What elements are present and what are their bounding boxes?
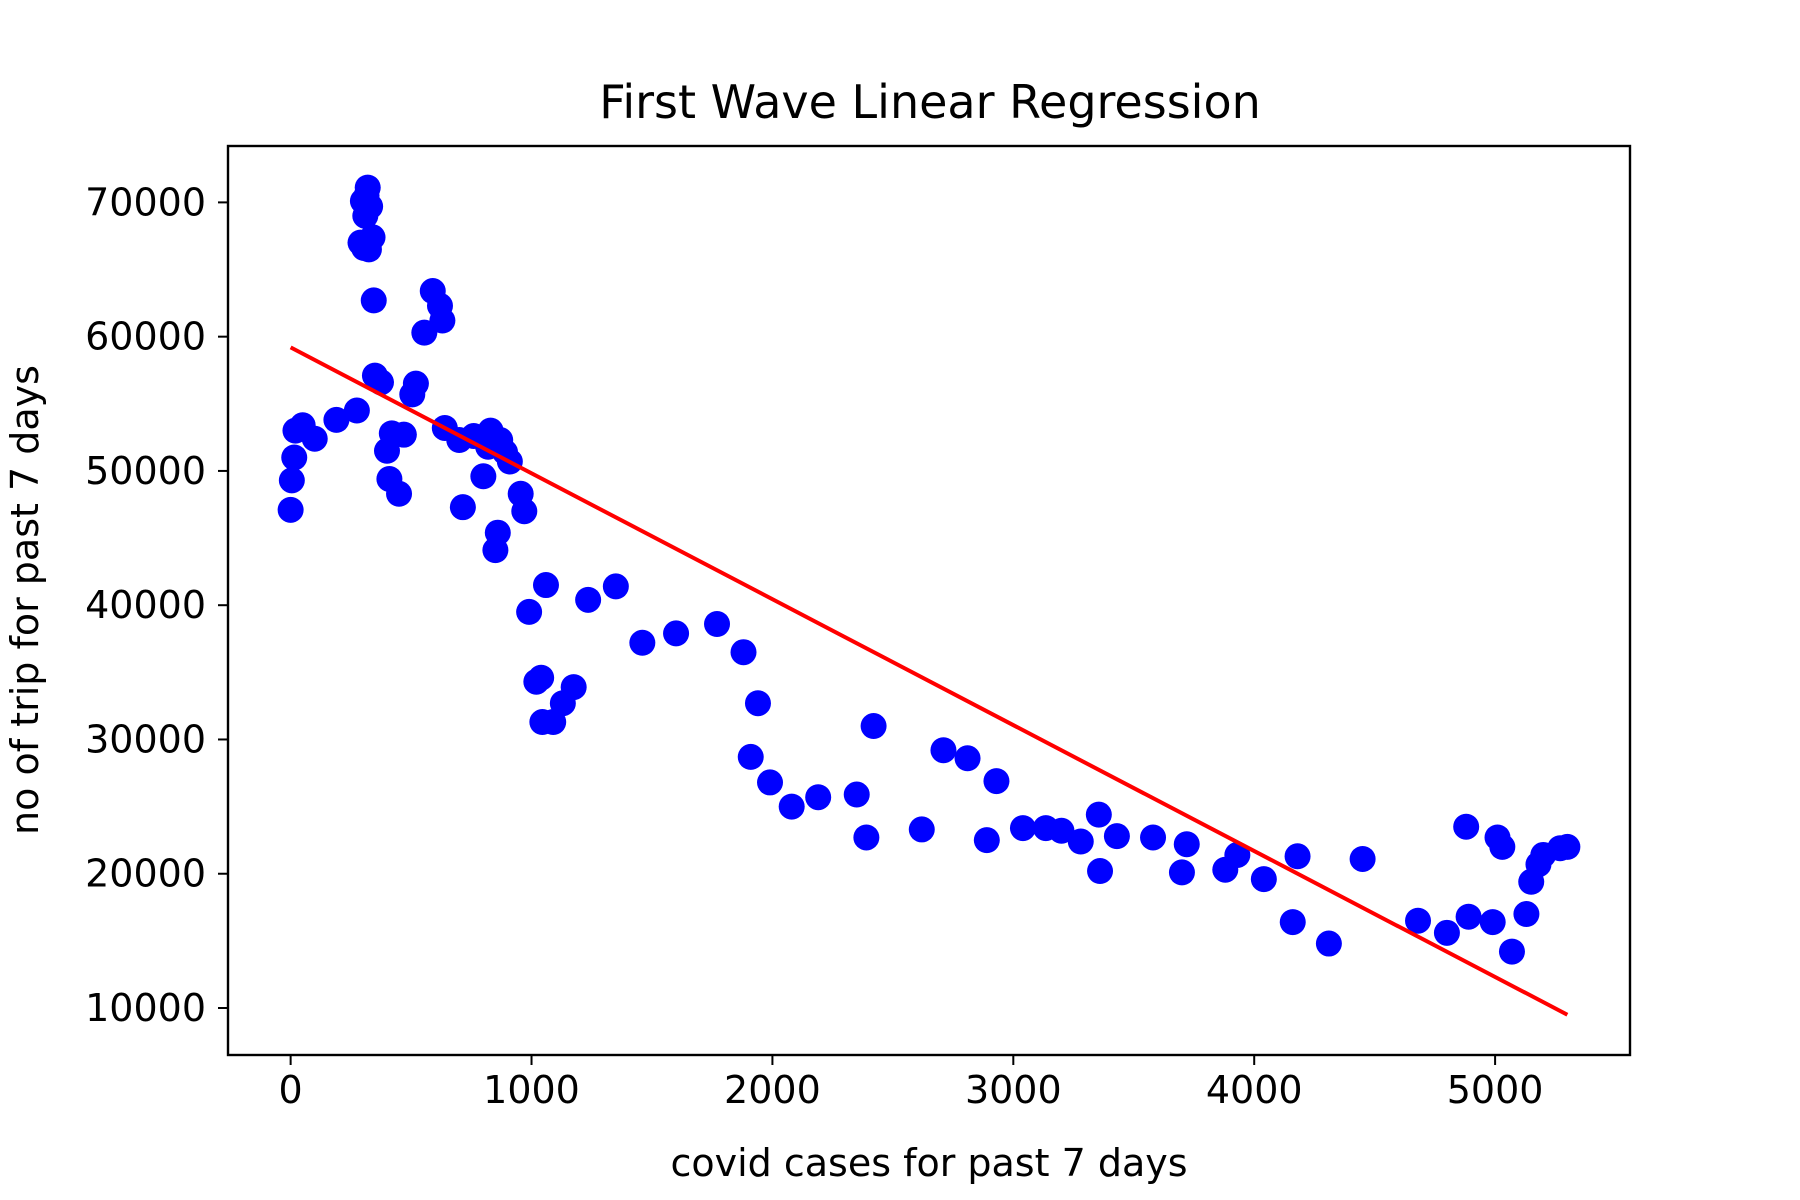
- data-point: [1140, 824, 1167, 851]
- data-point: [629, 629, 656, 656]
- data-point: [973, 827, 1000, 854]
- data-point: [323, 406, 350, 433]
- data-point: [1009, 815, 1036, 842]
- data-point: [1489, 833, 1516, 860]
- data-point: [744, 690, 771, 717]
- data-point: [1173, 831, 1200, 858]
- data-point: [516, 598, 543, 625]
- x-tick-label: 4000: [1206, 1068, 1303, 1112]
- data-point: [277, 496, 304, 523]
- y-tick-label: 20000: [85, 852, 206, 896]
- x-tick-label: 3000: [965, 1068, 1062, 1112]
- data-point: [402, 370, 429, 397]
- data-point: [1433, 919, 1460, 946]
- plot-area: [277, 174, 1581, 1017]
- x-tick-label: 2000: [724, 1068, 821, 1112]
- data-point: [1284, 843, 1311, 870]
- data-point: [429, 307, 456, 334]
- data-point: [860, 713, 887, 740]
- data-point: [1455, 903, 1482, 930]
- y-tick-label: 40000: [85, 583, 206, 627]
- data-point: [560, 674, 587, 701]
- y-tick-label: 60000: [85, 315, 206, 359]
- data-point: [1087, 858, 1114, 885]
- data-point: [1554, 833, 1581, 860]
- data-point: [532, 572, 559, 599]
- data-point: [853, 824, 880, 851]
- data-point: [602, 573, 629, 600]
- data-point: [704, 610, 731, 637]
- data-point: [778, 793, 805, 820]
- data-point: [1224, 841, 1251, 868]
- data-point: [360, 287, 387, 314]
- data-point: [908, 816, 935, 843]
- data-point: [528, 664, 555, 691]
- x-tick-label: 1000: [483, 1068, 580, 1112]
- data-point: [278, 467, 305, 494]
- data-point: [1405, 907, 1432, 934]
- data-point: [1479, 909, 1506, 936]
- data-point: [281, 444, 308, 471]
- data-point: [1103, 823, 1130, 850]
- x-tick-label: 0: [279, 1068, 303, 1112]
- x-tick-label: 5000: [1447, 1068, 1544, 1112]
- data-point: [737, 743, 764, 770]
- data-point: [1048, 817, 1075, 844]
- y-tick-label: 10000: [85, 986, 206, 1030]
- data-point: [730, 639, 757, 666]
- data-point: [805, 784, 832, 811]
- x-axis-label: covid cases for past 7 days: [670, 1141, 1187, 1185]
- y-tick-label: 70000: [85, 180, 206, 224]
- data-point: [1498, 938, 1525, 965]
- data-point: [843, 781, 870, 808]
- data-point: [1513, 901, 1540, 928]
- x-axis: 0 1000 2000 3000 4000 5000: [279, 1055, 1544, 1112]
- chart-title: First Wave Linear Regression: [599, 75, 1261, 129]
- data-point: [301, 425, 328, 452]
- y-tick-label: 50000: [85, 449, 206, 493]
- data-point: [343, 397, 370, 424]
- data-point: [954, 745, 981, 772]
- data-point: [1250, 866, 1277, 893]
- data-point: [1067, 828, 1094, 855]
- data-point: [367, 369, 394, 396]
- data-point: [390, 421, 417, 448]
- data-point: [470, 463, 497, 490]
- data-point: [1085, 801, 1112, 828]
- data-point: [449, 494, 476, 521]
- data-point: [757, 769, 784, 796]
- y-axis: 10000 20000 30000 40000 50000 60000 70000: [85, 180, 228, 1030]
- regression-line: [289, 345, 1569, 1017]
- plot-frame: [226, 144, 1632, 1057]
- data-point: [1168, 859, 1195, 886]
- data-point: [484, 519, 511, 546]
- data-point: [1349, 845, 1376, 872]
- data-point: [930, 737, 957, 764]
- data-point: [1315, 930, 1342, 957]
- data-point: [663, 620, 690, 647]
- data-point: [1279, 909, 1306, 936]
- data-point: [575, 586, 602, 613]
- data-point: [386, 480, 413, 507]
- data-point: [357, 193, 384, 220]
- data-point: [1453, 813, 1480, 840]
- y-tick-label: 30000: [85, 717, 206, 761]
- data-point: [359, 224, 386, 251]
- data-point: [511, 498, 538, 525]
- y-axis-label: no of trip for past 7 days: [3, 365, 47, 835]
- data-point: [983, 768, 1010, 795]
